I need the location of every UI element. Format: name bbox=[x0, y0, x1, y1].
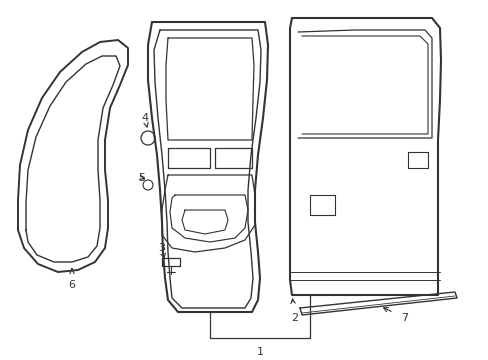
Text: 2: 2 bbox=[290, 299, 298, 323]
Text: 3: 3 bbox=[158, 243, 165, 258]
Text: 7: 7 bbox=[383, 308, 408, 323]
Text: 1: 1 bbox=[256, 347, 263, 357]
Text: 4: 4 bbox=[141, 113, 148, 127]
Text: 5: 5 bbox=[138, 173, 145, 183]
Text: 6: 6 bbox=[68, 269, 75, 290]
